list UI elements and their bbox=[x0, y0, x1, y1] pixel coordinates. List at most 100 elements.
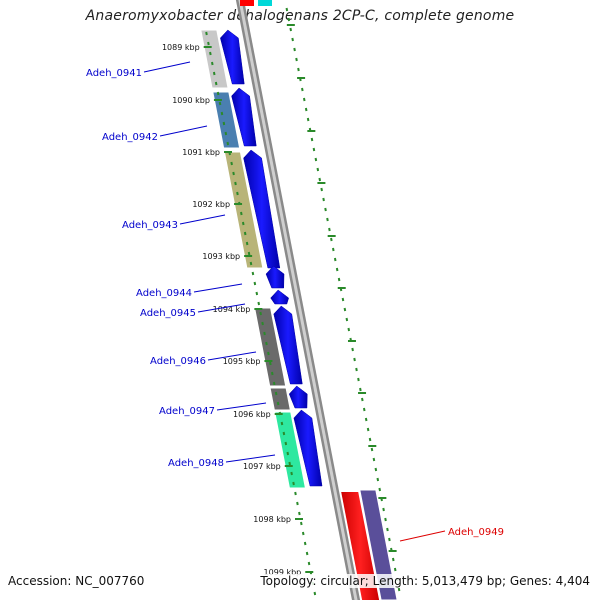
forward-cds-6[interactable] bbox=[273, 305, 303, 385]
tick-dot bbox=[372, 457, 376, 462]
tick-dot bbox=[305, 551, 309, 556]
tick-dot bbox=[282, 431, 286, 436]
tick-dot bbox=[345, 317, 349, 322]
tick-dot bbox=[291, 37, 294, 42]
kbp-label: 1095 kbp bbox=[223, 357, 261, 366]
gene-label-adeh_0945[interactable]: Adeh_0945 bbox=[140, 308, 196, 319]
cog-band-2 bbox=[212, 91, 241, 149]
tick-dot bbox=[298, 511, 301, 516]
gene-label-adeh_0947[interactable]: Adeh_0947 bbox=[159, 406, 215, 417]
tick-dot bbox=[288, 461, 291, 466]
tick-dot bbox=[259, 311, 262, 316]
tick-dot bbox=[307, 561, 311, 566]
tick-dot bbox=[267, 351, 270, 356]
tick-dot bbox=[274, 391, 278, 396]
tick-dot bbox=[230, 161, 233, 166]
kbp-label: 1096 kbp bbox=[233, 410, 271, 419]
tick-dot bbox=[211, 61, 214, 66]
kbp-label: 1090 kbp bbox=[172, 96, 210, 105]
tick-dot bbox=[322, 197, 325, 202]
tick-dot bbox=[343, 307, 347, 312]
forward-cds-2[interactable] bbox=[231, 87, 257, 147]
tick-dot bbox=[310, 137, 314, 142]
tick-dot bbox=[280, 421, 284, 426]
leader-line bbox=[179, 214, 226, 225]
tick-dot bbox=[364, 417, 368, 422]
leader-line bbox=[143, 61, 191, 73]
tick-dot bbox=[243, 231, 247, 236]
leader-line bbox=[159, 125, 208, 137]
tick-dot bbox=[370, 447, 374, 452]
tick-dot bbox=[205, 31, 208, 36]
tick-dot bbox=[236, 191, 239, 196]
tick-dot bbox=[296, 501, 299, 506]
gene-label-adeh_0941[interactable]: Adeh_0941 bbox=[86, 68, 142, 79]
genome-title: Anaeromyxobacter dehalogenans 2CP-C, com… bbox=[85, 8, 515, 24]
gene-label-adeh_0943[interactable]: Adeh_0943 bbox=[122, 220, 178, 231]
tick-dot bbox=[285, 7, 289, 12]
tick-dot bbox=[265, 341, 268, 346]
tick-dot bbox=[301, 87, 304, 92]
tick-dot bbox=[332, 247, 335, 252]
topology-summary: Topology: circular; Length: 5,013,479 bp… bbox=[260, 574, 590, 588]
tick-dot bbox=[361, 397, 364, 402]
tick-dot bbox=[289, 27, 292, 32]
tick-dot bbox=[214, 81, 218, 86]
tick-dot bbox=[393, 567, 397, 572]
tick-dot bbox=[287, 17, 291, 22]
tick-dot bbox=[337, 277, 341, 282]
tick-dot bbox=[295, 57, 298, 62]
gene-label-adeh_0944[interactable]: Adeh_0944 bbox=[136, 288, 192, 299]
accession-label: Accession: NC_007760 bbox=[8, 574, 145, 588]
tick-dot bbox=[251, 271, 255, 276]
tick-dot bbox=[357, 377, 360, 382]
gene-label-adeh_0949[interactable]: Adeh_0949 bbox=[448, 527, 504, 538]
cog-band-6 bbox=[274, 411, 307, 489]
tick-dot bbox=[314, 157, 318, 162]
forward-cds-1[interactable] bbox=[220, 29, 245, 85]
tick-dot bbox=[351, 347, 354, 352]
tick-dot bbox=[316, 167, 320, 172]
tick-dot bbox=[284, 441, 288, 446]
kbp-label: 1098 kbp bbox=[253, 515, 291, 524]
tick-dot bbox=[330, 237, 333, 242]
tick-dot bbox=[353, 357, 356, 362]
leader-line bbox=[207, 351, 257, 361]
gene-label-adeh_0946[interactable]: Adeh_0946 bbox=[150, 356, 206, 367]
leader-line bbox=[399, 530, 446, 542]
tick-dot bbox=[318, 177, 322, 182]
kbp-label: 1097 kbp bbox=[243, 462, 281, 471]
tick-dot bbox=[220, 111, 224, 116]
tick-dot bbox=[355, 367, 358, 372]
forward-cds-4[interactable] bbox=[265, 265, 285, 289]
tick-dot bbox=[212, 71, 216, 76]
tick-dot bbox=[320, 187, 323, 192]
forward-cds-5[interactable] bbox=[270, 289, 289, 305]
leader-line bbox=[193, 283, 243, 293]
gene-label-adeh_0948[interactable]: Adeh_0948 bbox=[168, 458, 224, 469]
tick-dot bbox=[232, 171, 235, 176]
tick-dot bbox=[293, 47, 296, 52]
tick-dot bbox=[386, 527, 389, 532]
forward-cds-7[interactable] bbox=[288, 385, 308, 409]
tick-dot bbox=[304, 107, 308, 112]
tick-dot bbox=[297, 67, 300, 72]
tick-dot bbox=[226, 141, 230, 146]
tick-dot bbox=[368, 437, 372, 442]
forward-cds-8[interactable] bbox=[293, 409, 323, 487]
tick-dot bbox=[366, 427, 370, 432]
tick-dot bbox=[269, 361, 272, 366]
tick-dot bbox=[249, 261, 253, 266]
gene-label-adeh_0942[interactable]: Adeh_0942 bbox=[102, 132, 158, 143]
tick-dot bbox=[388, 537, 391, 542]
tick-dot bbox=[234, 181, 237, 186]
tick-dot bbox=[324, 207, 327, 212]
kbp-label: 1089 kbp bbox=[162, 43, 200, 52]
tick-dot bbox=[255, 291, 259, 296]
tick-dot bbox=[391, 557, 395, 562]
tick-dot bbox=[384, 517, 387, 522]
cog-band-3 bbox=[223, 151, 264, 269]
tick-dot bbox=[271, 371, 274, 376]
reverse-cds-0949[interactable] bbox=[341, 492, 380, 600]
